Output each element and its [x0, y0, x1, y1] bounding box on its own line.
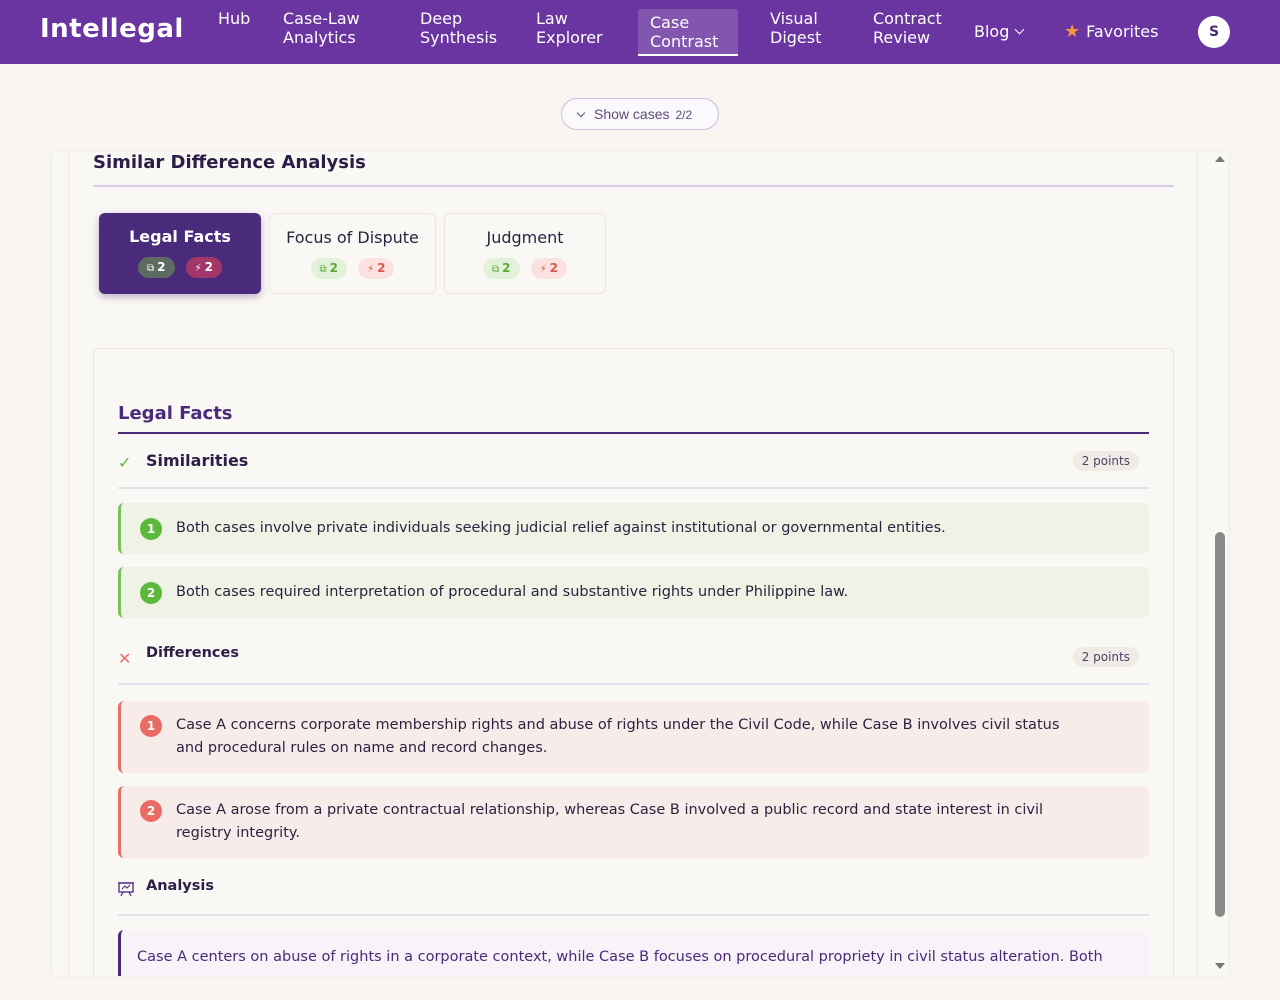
- differences-count: 2: [549, 261, 558, 275]
- item-number: 2: [140, 582, 162, 604]
- nav-item-deep-synthesis[interactable]: Deep Synthesis: [420, 9, 498, 47]
- scroll-down-arrow-icon[interactable]: [1215, 963, 1225, 969]
- section-title: Legal Facts: [118, 403, 233, 424]
- similarities-title: Similarities: [146, 451, 249, 470]
- differences-badge: ⚡ 2: [530, 258, 567, 279]
- scroll-up-arrow-icon[interactable]: [1215, 156, 1225, 162]
- tab-label: Focus of Dispute: [286, 228, 419, 247]
- overlap-icon: ⧉: [492, 264, 500, 275]
- nav-item-case-contrast[interactable]: Case Contrast: [638, 9, 738, 56]
- similarities-count: 2: [502, 261, 511, 275]
- x-icon: ✕: [118, 649, 132, 668]
- similarities-badge: ⧉ 2: [310, 258, 347, 279]
- similarities-header: ✓ Similarities 2 points: [118, 451, 1149, 489]
- panel-title: Similar Difference Analysis: [93, 152, 366, 173]
- overlap-icon: ⧉: [147, 263, 155, 274]
- similarities-points-badge: 2 points: [1072, 451, 1139, 471]
- check-icon: ✓: [118, 453, 132, 472]
- item-number: 1: [140, 715, 162, 737]
- user-avatar[interactable]: S: [1198, 16, 1230, 48]
- similarities-badge: ⧉ 2: [138, 257, 175, 278]
- scrollbar-thumb[interactable]: [1215, 532, 1225, 917]
- nav-item-visual-digest[interactable]: Visual Digest: [770, 9, 822, 47]
- differences-title: Differences: [146, 645, 239, 661]
- difference-text: Case A arose from a private contractual …: [176, 802, 1044, 841]
- difference-item: 1 Case A concerns corporate membership r…: [118, 701, 1149, 773]
- presentation-icon: [118, 881, 134, 901]
- difference-text: Case A concerns corporate membership rig…: [176, 717, 1060, 756]
- nav-item-blog[interactable]: Blog: [974, 22, 1025, 41]
- analysis-panel-body: Similar Difference Analysis Legal Facts …: [68, 152, 1198, 976]
- similarities-count: 2: [329, 261, 338, 275]
- analysis-title: Analysis: [146, 878, 214, 894]
- panel-divider: [93, 185, 1174, 187]
- analysis-text: Case A centers on abuse of rights in a c…: [118, 930, 1149, 976]
- split-icon: ⚡: [194, 263, 202, 274]
- similarity-item: 1 Both cases involve private individuals…: [118, 503, 1149, 554]
- tab-legal-facts[interactable]: Legal Facts ⧉ 2 ⚡ 2: [99, 213, 261, 294]
- tab-judgment[interactable]: Judgment ⧉ 2 ⚡ 2: [444, 213, 606, 294]
- favorites-label: Favorites: [1086, 22, 1159, 41]
- star-icon: ★: [1064, 21, 1081, 42]
- show-cases-label: Show cases: [594, 106, 670, 122]
- section-divider: [118, 432, 1149, 434]
- difference-item: 2 Case A arose from a private contractua…: [118, 786, 1149, 858]
- tab-focus-of-dispute[interactable]: Focus of Dispute ⧉ 2 ⚡ 2: [269, 213, 436, 294]
- app-logo[interactable]: Intellegal: [40, 14, 184, 44]
- tab-label: Legal Facts: [129, 227, 231, 246]
- split-icon: ⚡: [539, 264, 547, 275]
- differences-badge: ⚡ 2: [358, 258, 395, 279]
- top-navbar: Intellegal Hub Case-Law Analytics Deep S…: [0, 0, 1280, 64]
- analysis-header: Analysis: [118, 878, 1149, 916]
- tab-label: Judgment: [486, 228, 564, 247]
- differences-points-badge: 2 points: [1072, 647, 1139, 667]
- blog-label: Blog: [974, 22, 1010, 41]
- overlap-icon: ⧉: [319, 264, 327, 275]
- favorites-button[interactable]: ★ Favorites: [1064, 22, 1158, 41]
- chevron-down-icon: [576, 108, 586, 118]
- differences-count: 2: [204, 260, 213, 274]
- nav-item-hub[interactable]: Hub: [218, 9, 251, 28]
- analysis-panel: Similar Difference Analysis Legal Facts …: [52, 152, 1228, 976]
- nav-item-contract-review[interactable]: Contract Review: [873, 9, 942, 47]
- nav-item-law-explorer[interactable]: Law Explorer: [536, 9, 603, 47]
- differences-count: 2: [377, 261, 386, 275]
- split-icon: ⚡: [367, 264, 375, 275]
- similarity-text: Both cases involve private individuals s…: [176, 520, 946, 536]
- show-cases-count: 2/2: [675, 108, 693, 122]
- similarity-item: 2 Both cases required interpretation of …: [118, 567, 1149, 618]
- chevron-down-icon: [1014, 24, 1025, 35]
- similarities-count: 2: [157, 260, 166, 274]
- differences-badge: ⚡ 2: [185, 257, 222, 278]
- legal-facts-card: Legal Facts ✓ Similarities 2 points 1 Bo…: [93, 348, 1174, 976]
- similarity-text: Both cases required interpretation of pr…: [176, 584, 849, 600]
- nav-item-case-law-analytics[interactable]: Case-Law Analytics: [283, 9, 360, 47]
- differences-header: ✕ Differences 2 points: [118, 645, 1149, 685]
- item-number: 1: [140, 518, 162, 540]
- show-cases-toggle[interactable]: Show cases 2/2: [561, 98, 719, 130]
- similarities-badge: ⧉ 2: [483, 258, 520, 279]
- item-number: 2: [140, 800, 162, 822]
